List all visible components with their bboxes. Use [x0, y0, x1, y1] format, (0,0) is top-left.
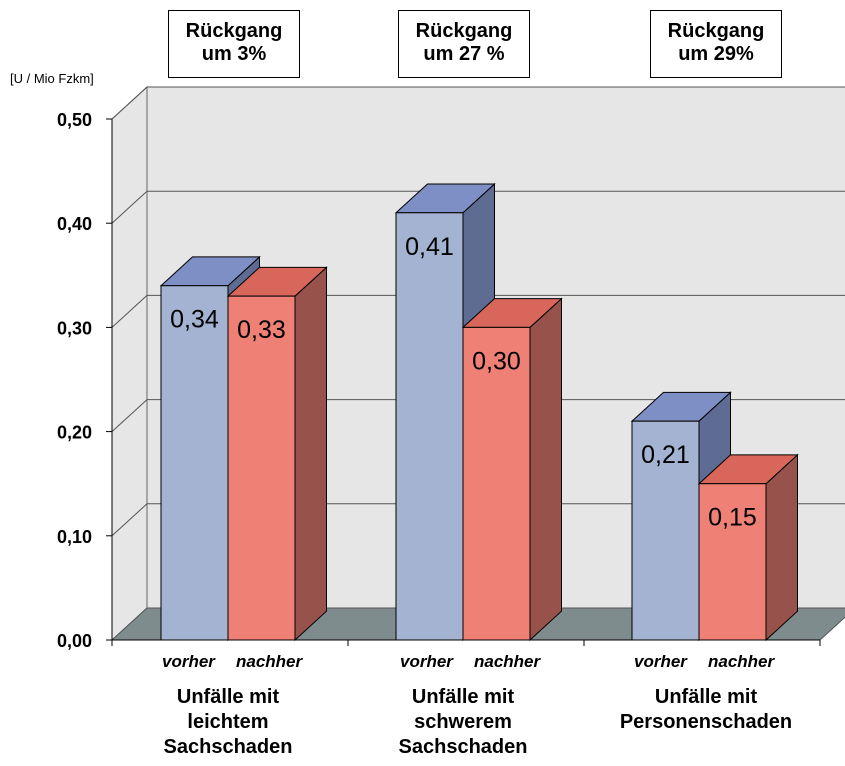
category-2-line-1: Unfälle mit: [411, 686, 515, 708]
x-sublabel-nachher-3: nachher: [708, 652, 775, 671]
annotation-3-line-1: Rückgang: [667, 20, 765, 42]
y-tick-label: 0,20: [57, 423, 92, 443]
category-label-3: Unfälle mit Personenschaden: [591, 685, 821, 735]
annotation-3-line-2: um 29%: [678, 43, 754, 65]
data-label: 0,34: [170, 306, 219, 334]
data-label: 0,33: [237, 316, 286, 344]
annotation-1-line-1: Rückgang: [185, 20, 283, 42]
annotation-box-2: Rückgang um 27 %: [398, 10, 530, 78]
x-sublabel-vorher-1: vorher: [162, 652, 215, 671]
bar-nachher-3: [698, 483, 767, 641]
gridline: [111, 294, 845, 328]
bar-nachher-1: [227, 295, 296, 641]
left-wall: [111, 85, 148, 642]
category-3-line-1: Unfälle mit: [654, 686, 758, 708]
annotation-2-line-2: um 27 %: [423, 43, 505, 65]
annotation-box-3: Rückgang um 29%: [650, 10, 782, 78]
annotation-1-line-2: um 3%: [201, 43, 267, 65]
category-1-line-2: leichtem: [187, 711, 269, 733]
gridline: [111, 190, 845, 224]
bar-side: [765, 453, 798, 642]
bar-vorher-3: [631, 420, 700, 641]
x-sublabel-nachher-1: nachher: [236, 652, 303, 671]
data-label: 0,30: [472, 347, 521, 375]
y-tick-label: 0,50: [57, 110, 92, 130]
bar-side: [529, 297, 562, 642]
bar-nachher-2: [462, 326, 531, 641]
category-label-1: Unfälle mit leichtem Sachschaden: [113, 685, 343, 760]
data-label: 0,41: [405, 233, 454, 261]
bar-vorher-1: [160, 285, 229, 641]
y-tick-label: 0,10: [57, 527, 92, 547]
category-1-line-1: Unfälle mit: [176, 686, 280, 708]
y-tick-label: 0,40: [57, 214, 92, 234]
gridline: [111, 399, 845, 432]
data-label: 0,15: [708, 504, 757, 532]
category-label-2: Unfälle mit schwerem Sachschaden: [348, 685, 578, 760]
bar-vorher-2: [395, 212, 464, 641]
x-sublabel-vorher-2: vorher: [400, 652, 453, 671]
category-2-line-3: Sachschaden: [398, 736, 528, 758]
data-label: 0,21: [641, 441, 690, 469]
gridline: [111, 503, 845, 537]
bar-side: [294, 266, 327, 642]
category-3-line-2: Personenschaden: [619, 711, 793, 733]
x-sublabel-vorher-3: vorher: [634, 652, 687, 671]
annotation-2-line-1: Rückgang: [415, 20, 513, 42]
annotation-box-1: Rückgang um 3%: [168, 10, 300, 78]
gridline: [111, 86, 845, 120]
y-tick-label: 0,30: [57, 318, 92, 338]
y-tick-label: 0,00: [57, 631, 92, 651]
category-2-line-2: schwerem: [414, 711, 512, 733]
x-sublabel-nachher-2: nachher: [474, 652, 541, 671]
category-1-line-3: Sachschaden: [163, 736, 293, 758]
y-axis-unit-label: [U / Mio Fzkm]: [10, 71, 94, 86]
